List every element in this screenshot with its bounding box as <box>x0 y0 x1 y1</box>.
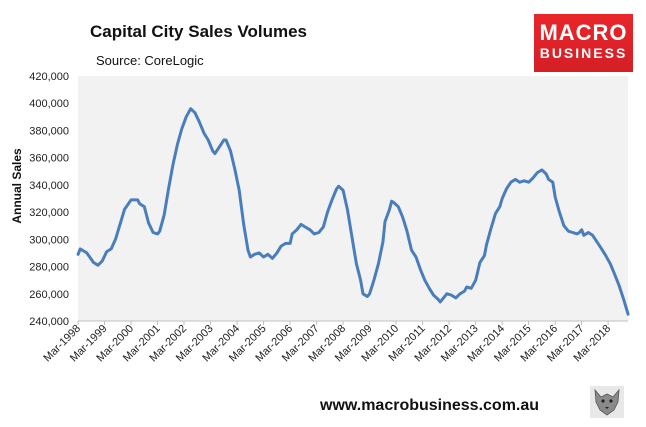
x-axis: Mar-1998Mar-1999Mar-2000Mar-2001Mar-2002… <box>41 321 613 364</box>
wolf-mascot-icon <box>590 386 624 418</box>
y-tick-label: 240,000 <box>29 316 69 328</box>
y-tick-label: 280,000 <box>29 262 69 274</box>
y-tick-label: 300,000 <box>29 234 69 246</box>
y-tick-label: 420,000 <box>29 71 69 83</box>
logo-line-2: BUSINESS <box>539 45 628 61</box>
website-url: www.macrobusiness.com.au <box>320 397 540 414</box>
y-tick-label: 340,000 <box>29 180 69 192</box>
y-tick-label: 320,000 <box>29 207 69 219</box>
y-axis: 240,000 260,000 280,000 300,000 320,000 340,0… <box>29 71 69 328</box>
y-tick-label: 380,000 <box>29 125 69 137</box>
y-axis-label: Annual Sales <box>10 148 24 224</box>
y-tick-label: 360,000 <box>29 153 69 165</box>
plot-area <box>78 76 628 321</box>
chart-title: Capital City Sales Volumes <box>90 22 307 41</box>
y-tick-label: 260,000 <box>29 289 69 301</box>
annual-sales-line <box>76 107 630 316</box>
macrobusiness-logo: MACRO BUSINESS <box>534 14 633 72</box>
y-tick-label: 400,000 <box>29 98 69 110</box>
logo-line-1: MACRO <box>539 20 628 45</box>
chart-source: Source: CoreLogic <box>96 53 204 68</box>
